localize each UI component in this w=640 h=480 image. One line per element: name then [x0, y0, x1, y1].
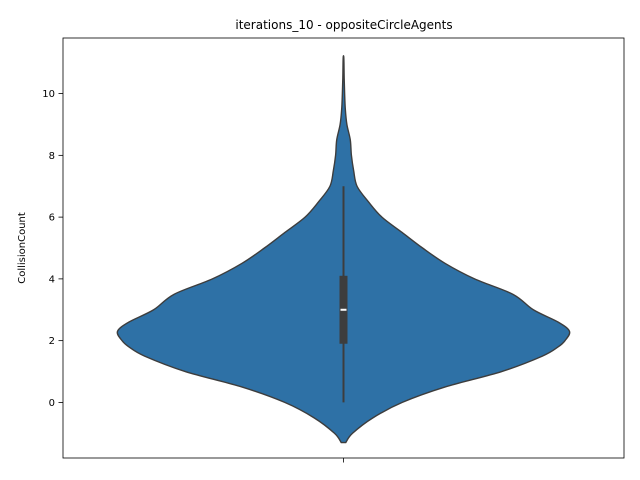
plot-area	[116, 55, 571, 444]
y-tick-label: 6	[49, 213, 55, 224]
y-axis: 0 2 4 6 8 10	[42, 89, 63, 409]
y-axis-label: CollisionCount	[17, 212, 28, 284]
y-tick-label: 10	[42, 89, 55, 100]
y-tick-label: 8	[49, 151, 55, 162]
y-tick-label: 2	[49, 336, 55, 347]
chart-title: iterations_10 - oppositeCircleAgents	[235, 18, 452, 32]
y-tick-label: 0	[49, 398, 55, 409]
y-tick-label: 4	[49, 274, 55, 285]
